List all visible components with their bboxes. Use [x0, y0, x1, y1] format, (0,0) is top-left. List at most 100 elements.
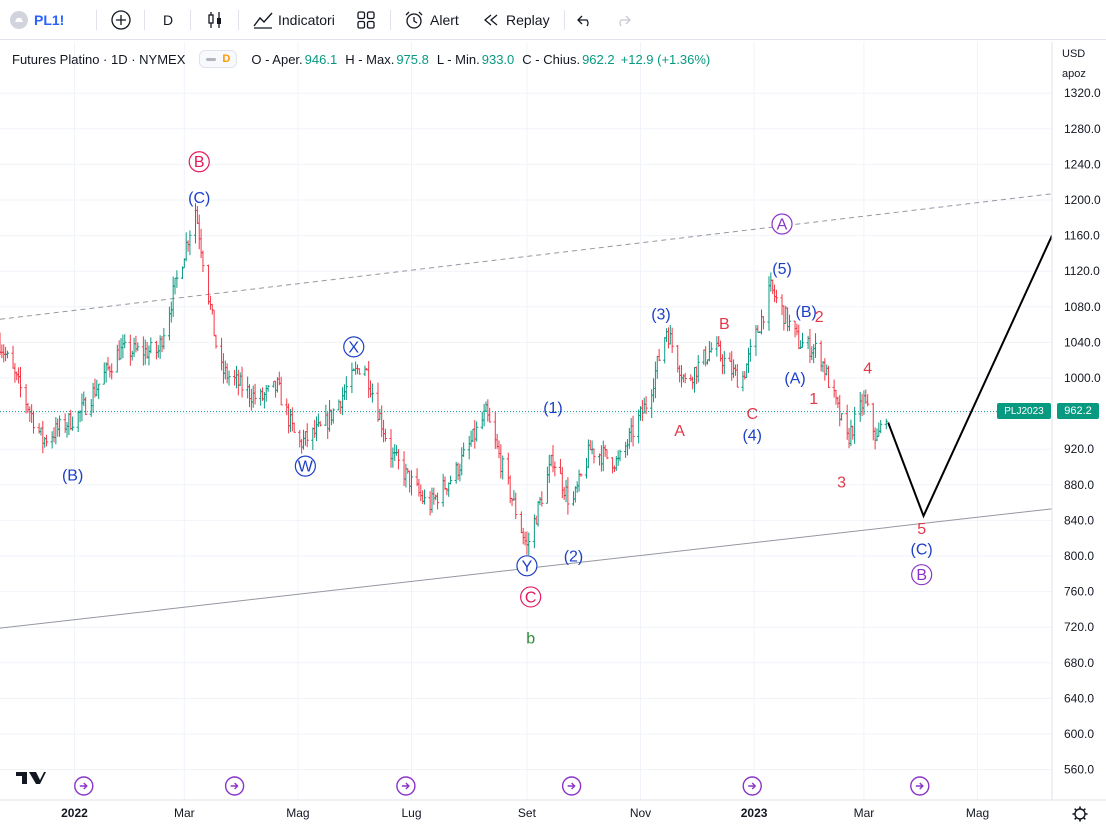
y-tick-label: 1280.0	[1064, 122, 1101, 136]
wave-text: b	[526, 630, 535, 647]
close-label: C - Chius.	[522, 51, 581, 67]
interval-badge: D	[222, 53, 231, 65]
toolbar-divider	[564, 10, 565, 30]
wave-circle-icon	[520, 586, 542, 608]
open-label: O - Aper.	[251, 51, 303, 67]
wave-label: X	[343, 336, 365, 358]
wave-label: b	[526, 630, 535, 647]
wave-text: A	[777, 217, 788, 234]
time-scale[interactable]: 2022 Mar Mag Lug Set Nov 2023 Mar Mag	[0, 772, 1106, 837]
symbol-search-button[interactable]: PL1!	[10, 0, 64, 40]
wave-text: (5)	[772, 261, 792, 278]
wave-text: A	[674, 423, 685, 440]
wave-label: 5	[917, 521, 926, 538]
change-value: +12.9 (+1.36%)	[620, 51, 711, 67]
x-tick-label: Mar	[854, 806, 875, 820]
wave-label: (C)	[188, 190, 210, 207]
y-tick-label: 1320.0	[1064, 86, 1101, 100]
event-marker-icon	[742, 776, 762, 796]
price-chart[interactable]: B(C)(B)XW(1)Y(2)Cb(3)ABC(4)A(5)(B)2(A)14…	[0, 40, 1106, 837]
gear-icon	[1072, 806, 1088, 822]
undo-button[interactable]	[576, 0, 594, 40]
wave-text: W	[298, 459, 314, 476]
close-value: 962.2	[582, 51, 615, 67]
wave-text: (C)	[188, 190, 210, 207]
wave-circle-icon	[188, 151, 210, 173]
wave-label: (3)	[651, 306, 671, 323]
low-label: L - Min.	[436, 51, 480, 67]
y-tick-label: 680.0	[1064, 656, 1094, 670]
wave-text: (B)	[796, 304, 817, 321]
price-scale-bg	[1052, 42, 1106, 800]
y-tick-label: 840.0	[1064, 513, 1094, 527]
wave-label: 1	[809, 391, 818, 408]
wave-text: (A)	[784, 371, 805, 388]
redo-icon	[619, 15, 631, 27]
chart-type-button[interactable]	[205, 0, 225, 40]
wave-text: 4	[863, 361, 872, 378]
y-tick-label: 1040.0	[1064, 335, 1101, 349]
wave-label: Y	[516, 555, 538, 577]
currency-selector[interactable]: USD	[1062, 48, 1086, 60]
toolbar-divider	[238, 10, 239, 30]
indicators-icon	[253, 12, 273, 29]
layout-grid-icon	[357, 11, 375, 29]
wave-label: 2	[815, 309, 824, 326]
dash-icon	[206, 57, 217, 61]
wave-text: (C)	[911, 541, 933, 558]
replay-button[interactable]: Replay	[482, 0, 550, 40]
wave-label: A	[771, 213, 793, 235]
interval-pill[interactable]: D	[199, 50, 238, 68]
wave-circle-icon	[516, 555, 538, 577]
y-tick-label: 600.0	[1064, 727, 1094, 741]
toolbar-divider	[96, 10, 97, 30]
compare-add-button[interactable]	[110, 0, 132, 40]
wave-text: B	[916, 567, 927, 584]
interval-button[interactable]: D	[163, 0, 173, 40]
replay-label: Replay	[506, 12, 550, 28]
x-tick-label: Nov	[630, 806, 651, 820]
wave-label: (4)	[742, 427, 762, 444]
channel-upper-line	[0, 193, 1053, 320]
wave-circle-icon	[911, 564, 933, 586]
wave-label: C	[746, 406, 758, 423]
alert-button[interactable]: Alert	[403, 0, 459, 40]
wave-label: (A)	[784, 371, 805, 388]
wave-label: B	[719, 316, 730, 333]
y-tick-label: 1000.0	[1064, 371, 1101, 385]
wave-text: B	[194, 154, 205, 171]
wave-label: B	[911, 564, 933, 586]
candles-series	[0, 203, 1052, 556]
wave-label: (B)	[62, 468, 83, 485]
wave-label: 3	[837, 475, 846, 492]
high-label: H - Max.	[345, 51, 395, 67]
wave-text: (4)	[742, 427, 762, 444]
alarm-clock-icon	[405, 11, 423, 29]
open-value: 946.1	[304, 51, 338, 67]
indicators-label: Indicatori	[278, 12, 335, 28]
wave-text: 2	[815, 309, 824, 326]
interval-label: D	[163, 12, 174, 28]
time-scale-bg	[0, 800, 1106, 837]
toolbar-divider	[190, 10, 191, 30]
wave-label: (B)	[796, 304, 817, 321]
wave-label: (5)	[772, 261, 792, 278]
price-scale[interactable]: 560.0 600.0 640.0 680.0 720.0 760.0 800.0 840.0…	[1051, 42, 1106, 837]
wave-text: (1)	[543, 400, 563, 417]
y-tick-label: 1240.0	[1064, 157, 1101, 171]
redo-button[interactable]	[614, 0, 632, 40]
y-tick-label: 640.0	[1064, 691, 1094, 705]
scale-mode-selector[interactable]: apoz	[1062, 68, 1086, 80]
templates-button[interactable]	[356, 0, 376, 40]
last-price-tag: 962.2	[1057, 403, 1099, 419]
x-tick-label: 2022	[61, 806, 88, 820]
wave-label: (1)	[543, 400, 563, 417]
wave-label: B	[188, 151, 210, 173]
y-tick-label: 720.0	[1064, 620, 1094, 634]
indicators-button[interactable]: Indicatori	[252, 0, 335, 40]
legend-title: Futures Platino · 1D · NYMEX	[12, 51, 186, 67]
wave-labels: B(C)(B)XW(1)Y(2)Cb(3)ABC(4)A(5)(B)2(A)14…	[62, 151, 933, 647]
replay-rewind-icon	[483, 14, 498, 26]
event-marker-icon	[561, 776, 582, 796]
wave-text: 1	[809, 391, 818, 408]
